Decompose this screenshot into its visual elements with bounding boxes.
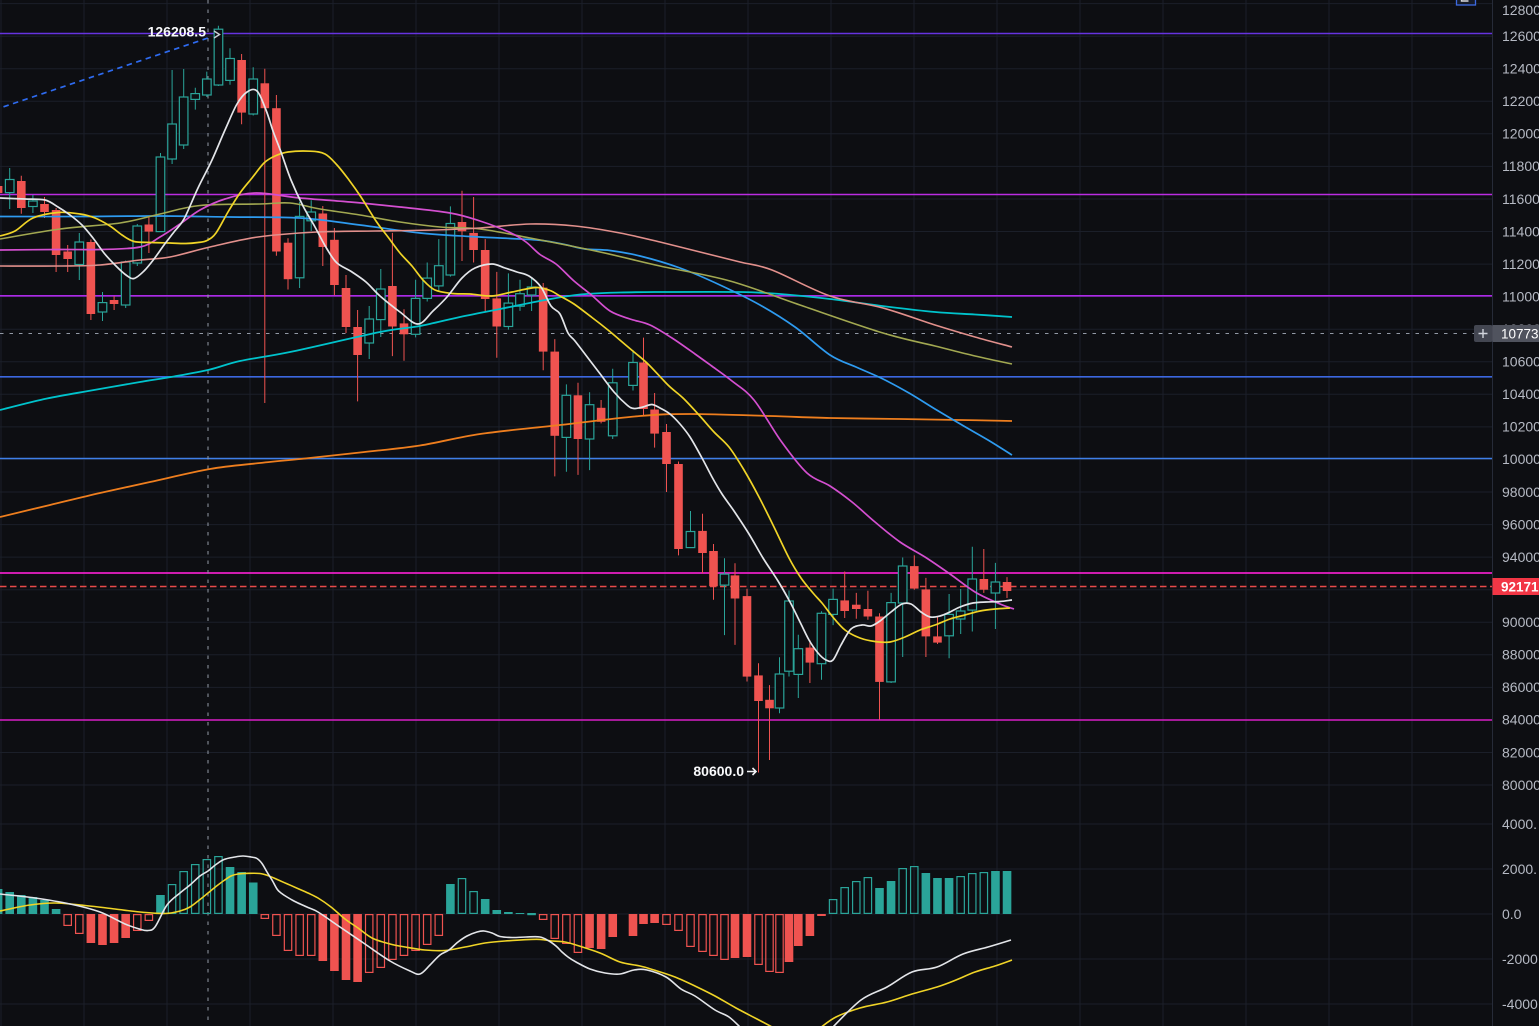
svg-text:92171: 92171 (1501, 580, 1539, 595)
svg-text:-4000.: -4000. (1502, 996, 1539, 1012)
svg-text:122000: 122000 (1502, 93, 1539, 109)
svg-text:4000.: 4000. (1502, 816, 1537, 832)
svg-text:112000: 112000 (1502, 256, 1539, 272)
svg-text:94000: 94000 (1502, 549, 1539, 565)
svg-text:96000: 96000 (1502, 516, 1539, 532)
svg-text:104000: 104000 (1502, 386, 1539, 402)
svg-text:98000: 98000 (1502, 484, 1539, 500)
svg-text:126000: 126000 (1502, 28, 1539, 44)
svg-text:90000: 90000 (1502, 614, 1539, 630)
svg-text:-2000.: -2000. (1502, 951, 1539, 967)
svg-text:126208.5: 126208.5 (148, 24, 207, 40)
svg-text:86000: 86000 (1502, 679, 1539, 695)
svg-text:128000: 128000 (1502, 2, 1539, 18)
svg-text:0.0: 0.0 (1502, 906, 1522, 922)
svg-text:110000: 110000 (1502, 288, 1539, 304)
svg-text:2000.: 2000. (1502, 861, 1537, 877)
svg-text:120000: 120000 (1502, 126, 1539, 142)
svg-text:82000: 82000 (1502, 744, 1539, 760)
svg-text:80600.0: 80600.0 (693, 763, 744, 779)
svg-text:84000: 84000 (1502, 712, 1539, 728)
svg-text:118000: 118000 (1502, 158, 1539, 174)
svg-text:100000: 100000 (1502, 451, 1539, 467)
svg-text:124000: 124000 (1502, 61, 1539, 77)
svg-text:116000: 116000 (1502, 191, 1539, 207)
svg-text:88000: 88000 (1502, 647, 1539, 663)
svg-text:80000: 80000 (1502, 777, 1539, 793)
svg-text:102000: 102000 (1502, 419, 1539, 435)
svg-text:114000: 114000 (1502, 223, 1539, 239)
svg-text:106000: 106000 (1502, 354, 1539, 370)
svg-text:107735: 107735 (1501, 327, 1539, 342)
